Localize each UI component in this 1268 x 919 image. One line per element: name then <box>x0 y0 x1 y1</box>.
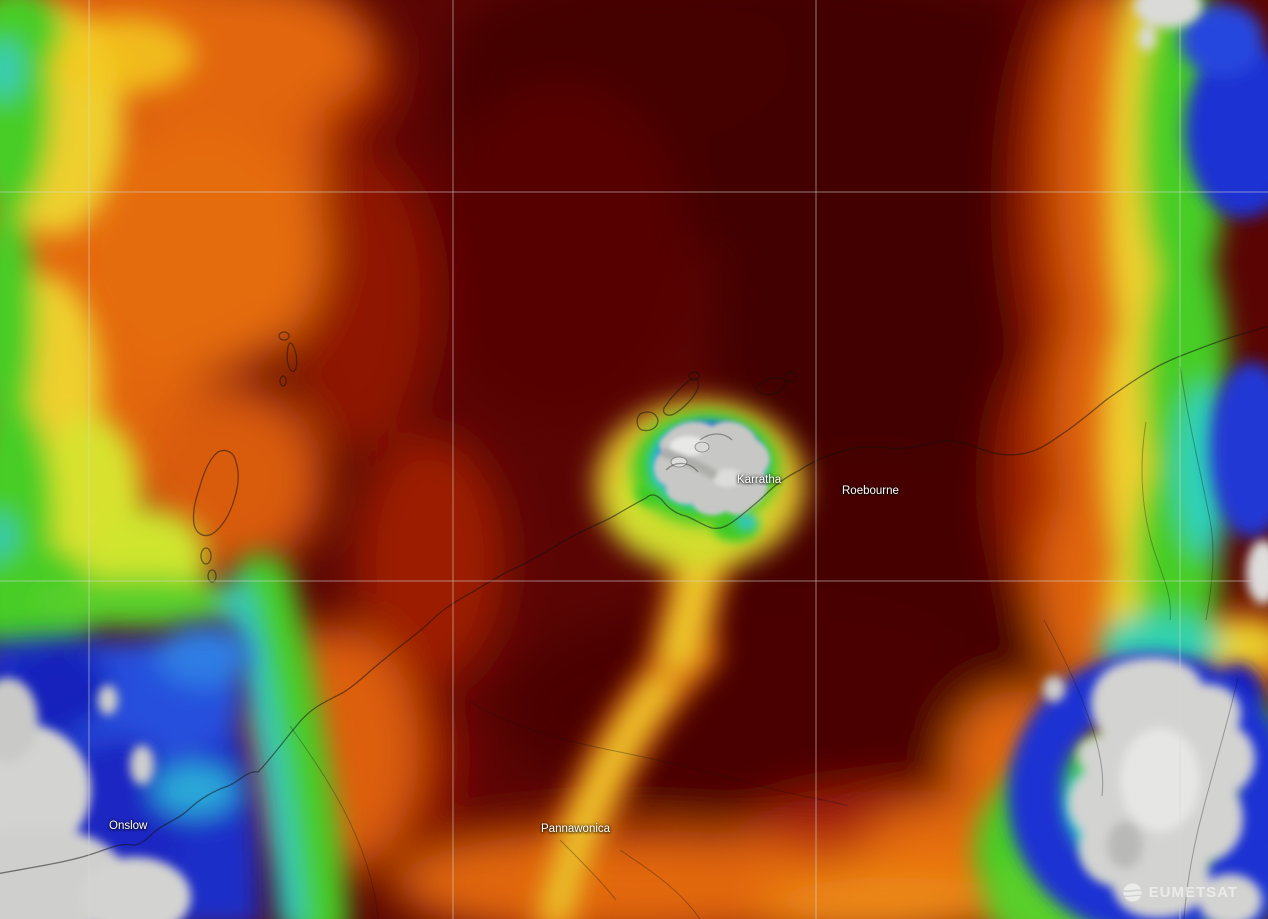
cyclone-eye <box>595 400 805 570</box>
river-layer <box>289 365 1239 919</box>
attribution-watermark-text: EUMETSAT <box>1148 884 1238 901</box>
attribution-watermark: EUMETSAT <box>1122 882 1238 903</box>
eumetsat-logo-icon <box>1122 883 1142 902</box>
coastline-layer <box>0 325 1268 874</box>
